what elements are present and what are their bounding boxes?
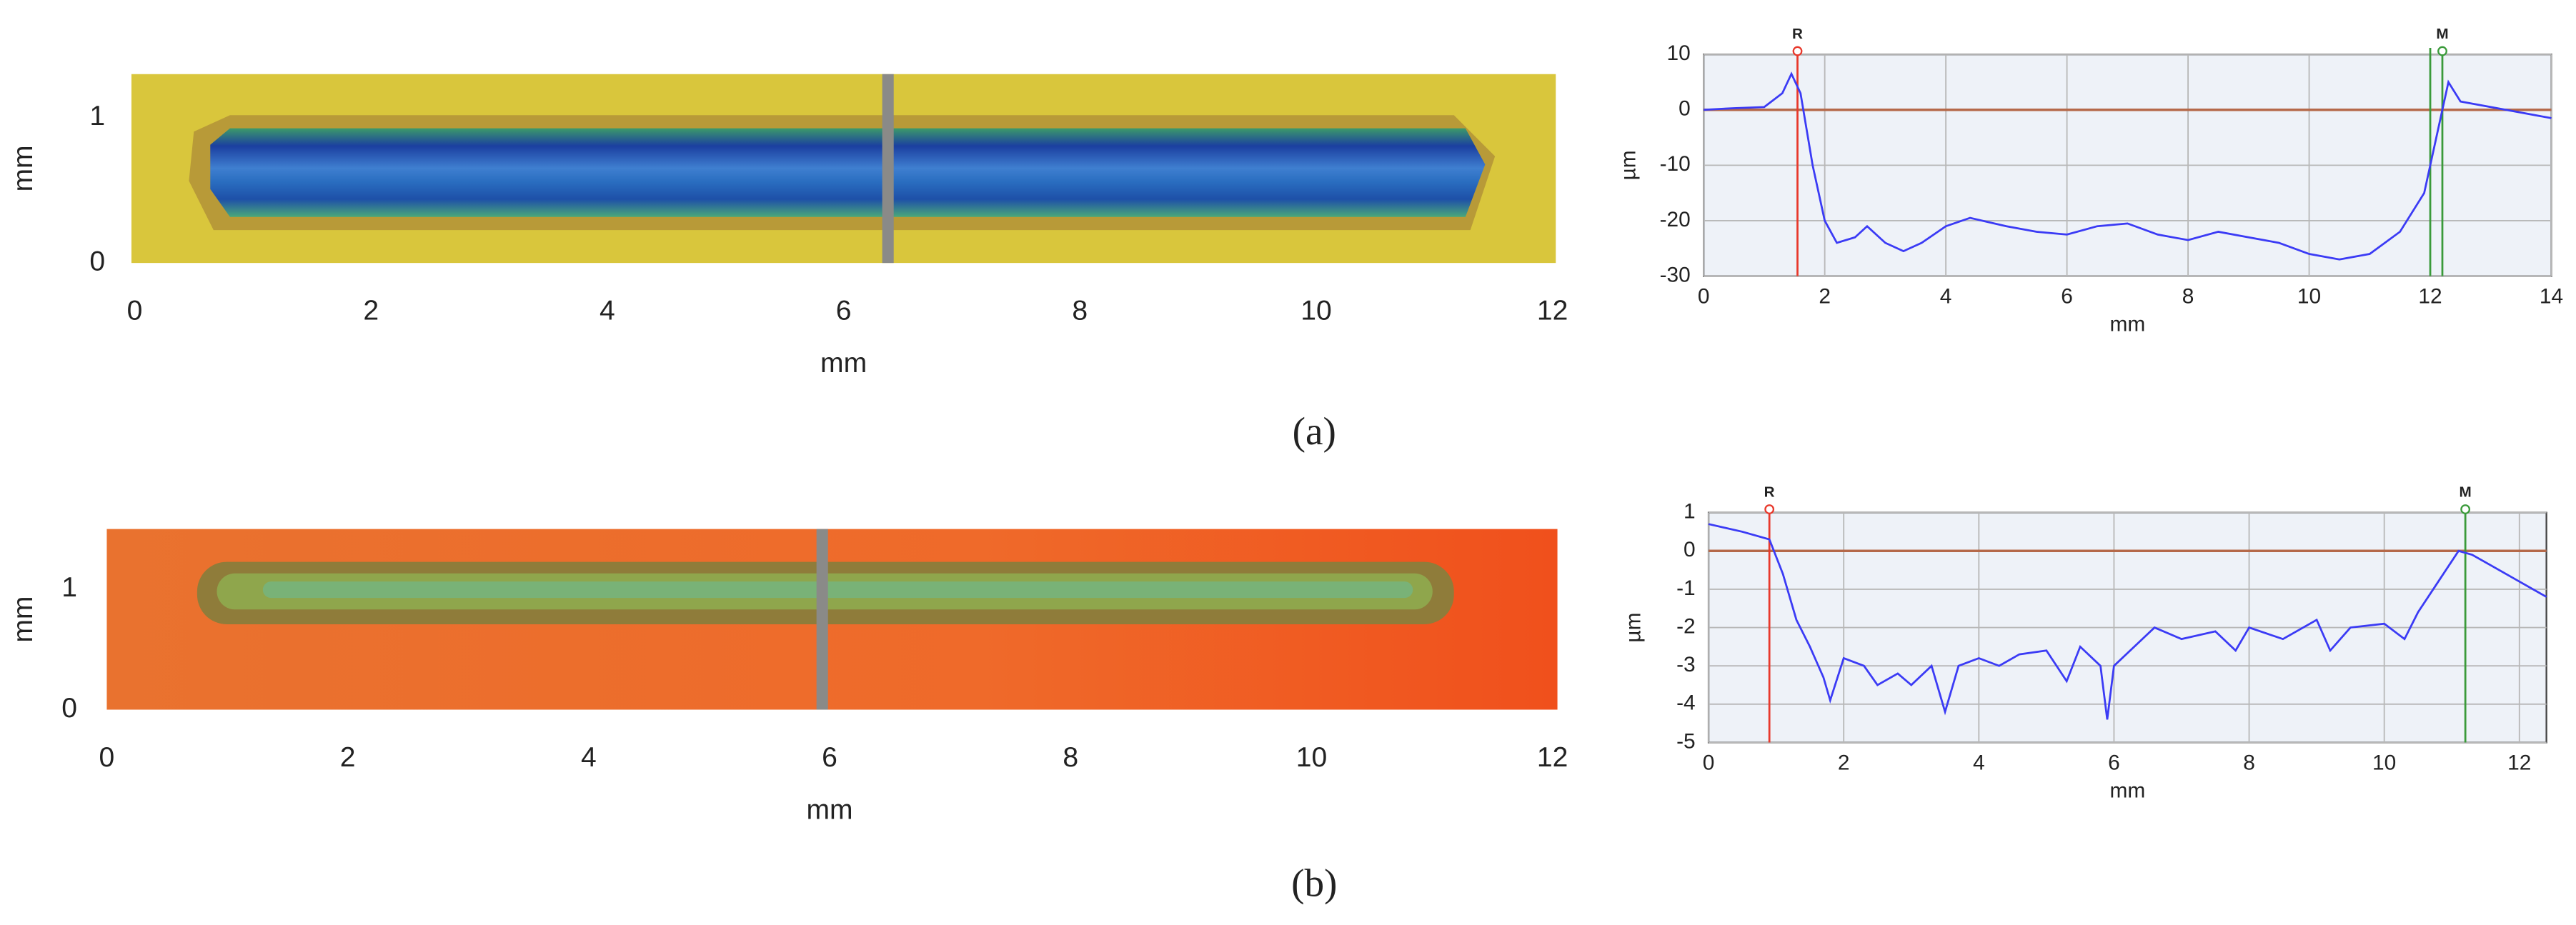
marker-dot	[2437, 46, 2447, 56]
x-tick-label: 4	[600, 295, 615, 326]
x-tick-label: 8	[1063, 742, 1078, 773]
x-tick-label: 14	[2540, 284, 2563, 308]
y-axis-label: µm	[1622, 613, 1646, 643]
y-tick-label: 1	[1684, 500, 1696, 524]
x-tick-label: 8	[1072, 295, 1088, 326]
x-tick-label: 0	[1703, 751, 1715, 774]
x-tick-label: 0	[127, 295, 143, 326]
x-tick-label: 6	[2061, 284, 2073, 308]
panel-label: (a)	[1293, 409, 1336, 453]
x-tick-label: 6	[836, 295, 852, 326]
marker-label: R	[1764, 484, 1775, 501]
x-tick-label: 2	[363, 295, 379, 326]
profile-line	[1708, 523, 2547, 720]
panel-label: (b)	[1291, 861, 1337, 904]
y-tick-label: -3	[1676, 653, 1696, 676]
y-tick-label: 0	[1684, 538, 1696, 561]
x-tick-label: 12	[1537, 742, 1568, 773]
surface-image-b	[106, 529, 1558, 710]
x-tick-label: 10	[2372, 751, 2396, 774]
x-axis-label: mm	[2109, 312, 2145, 336]
x-tick-label: 2	[1838, 751, 1850, 774]
marker-label: M	[2460, 484, 2472, 501]
marker-dot	[1792, 46, 1803, 56]
profile-line	[1704, 71, 2552, 261]
y-tick-label: -20	[1660, 208, 1691, 231]
marker-label: R	[1792, 26, 1803, 42]
marker-dot	[2460, 504, 2471, 514]
x-tick-label: 10	[2297, 284, 2321, 308]
y-tick-label: -1	[1676, 576, 1696, 600]
x-tick-label: 6	[2108, 751, 2120, 774]
x-tick-label: 4	[581, 742, 597, 773]
x-tick-label: 0	[99, 742, 115, 773]
y-tick-label: -10	[1660, 152, 1691, 176]
y-tick-label: -4	[1676, 691, 1696, 715]
x-tick-label: 2	[340, 742, 356, 773]
y-tick-label: 10	[1667, 41, 1691, 65]
y-tick-label: 0	[61, 693, 77, 724]
x-axis-label: mm	[820, 348, 867, 379]
x-tick-label: 2	[1819, 284, 1831, 308]
y-tick-label: -5	[1676, 729, 1696, 753]
x-tick-label: 12	[2418, 284, 2442, 308]
y-tick-label: 1	[61, 572, 77, 603]
y-tick-label: -2	[1676, 614, 1696, 638]
x-tick-label: 10	[1296, 742, 1327, 773]
y-axis-label: mm	[8, 145, 39, 191]
y-tick-label: -30	[1660, 263, 1691, 286]
x-tick-label: 4	[1940, 284, 1952, 308]
x-tick-label: 0	[1698, 284, 1710, 308]
y-tick-label: 1	[89, 101, 105, 131]
y-tick-label: 0	[1679, 97, 1691, 121]
x-tick-label: 8	[2243, 751, 2255, 774]
y-axis-label: mm	[8, 596, 39, 643]
x-tick-label: 4	[1973, 751, 1985, 774]
surface-image-a	[131, 74, 1556, 264]
x-axis-label: mm	[2109, 779, 2145, 802]
marker-label: M	[2436, 26, 2448, 42]
x-tick-label: 12	[1537, 295, 1568, 326]
y-axis-label: µm	[1617, 150, 1641, 180]
marker-dot	[1764, 504, 1775, 514]
x-tick-label: 12	[2507, 751, 2531, 774]
x-tick-label: 6	[822, 742, 837, 773]
y-tick-label: 0	[89, 246, 105, 276]
x-tick-label: 8	[2182, 284, 2194, 308]
x-tick-label: 10	[1301, 295, 1331, 326]
x-axis-label: mm	[806, 794, 852, 825]
